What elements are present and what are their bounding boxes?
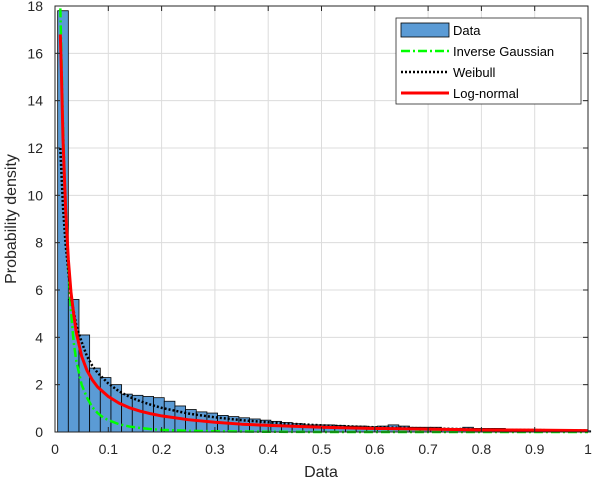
legend-swatch-data: [400, 22, 450, 38]
y-tick-label: 4: [35, 329, 43, 345]
x-tick-label: 0.9: [525, 441, 545, 457]
y-tick-labels: 0 2 4 6 8 10 12 14 16 18: [27, 0, 43, 440]
y-tick-label: 0: [35, 424, 43, 440]
histogram-bar: [99, 377, 112, 433]
y-tick-label: 10: [27, 187, 43, 203]
x-tick-labels: 0 0.1 0.2 0.3 0.4 0.5 0.6 0.7 0.8 0.9 1: [51, 441, 592, 457]
x-tick-label: 0.8: [472, 441, 492, 457]
x-tick-label: 0.7: [418, 441, 438, 457]
x-tick-label: 0.6: [365, 441, 385, 457]
legend-label-weibull: Weibull: [453, 65, 496, 80]
legend-label-log-normal: Log-normal: [453, 86, 519, 101]
y-tick-label: 16: [27, 45, 43, 61]
y-tick-label: 12: [27, 140, 43, 156]
legend-label-data: Data: [453, 23, 481, 38]
x-tick-label: 0.3: [205, 441, 225, 457]
x-tick-label: 1: [584, 441, 592, 457]
series-line-log-normal: [58, 34, 589, 433]
legend: Data Inverse Gaussian Weibull Log-normal: [395, 17, 582, 105]
legend-label-inverse-gaussian: Inverse Gaussian: [453, 44, 554, 59]
x-tick-label: 0: [51, 441, 59, 457]
y-tick-label: 18: [27, 0, 43, 14]
x-tick-label: 0.1: [99, 441, 119, 457]
y-tick-label: 14: [27, 93, 43, 109]
x-tick-label: 0.2: [152, 441, 172, 457]
axis-ticks: [54, 5, 589, 433]
y-tick-label: 8: [35, 235, 43, 251]
y-tick-label: 2: [35, 377, 43, 393]
y-axis-label: Probability density: [3, 154, 20, 284]
x-tick-label: 0.5: [312, 441, 332, 457]
x-axis-label: Data: [304, 464, 338, 481]
x-tick-label: 0.4: [258, 441, 278, 457]
y-tick-label: 6: [35, 282, 43, 298]
